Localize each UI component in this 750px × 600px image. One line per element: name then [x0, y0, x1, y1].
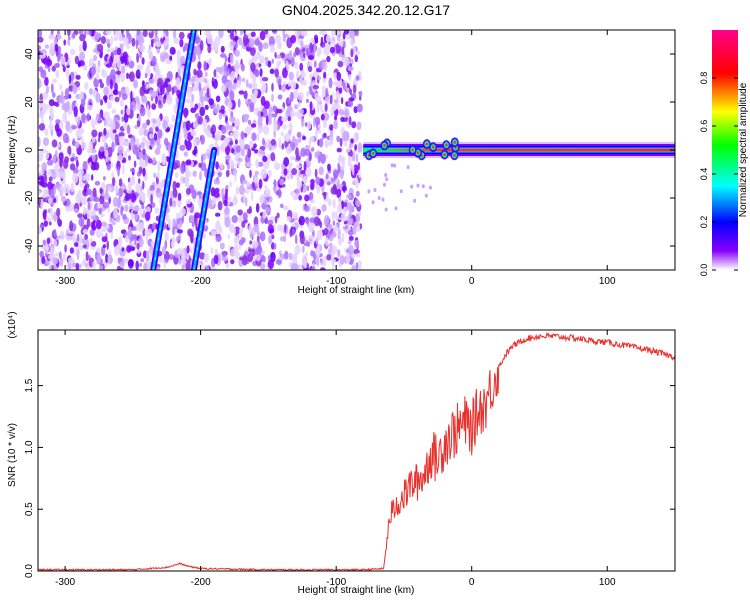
snr-xlabel: Height of straight line (km)	[298, 585, 415, 596]
main-signal	[363, 137, 675, 161]
colorbar-tick-label: 0.2	[699, 216, 709, 229]
y-tick-label: 0.0	[24, 564, 35, 578]
snr-ylabel: SNR (10 * v/v)	[7, 423, 18, 487]
x-tick-label: 100	[599, 577, 616, 588]
x-tick-label: -100	[326, 276, 346, 287]
spectrogram-ylabel: Frequency (Hz)	[7, 116, 18, 185]
snr-panel: -300 -200 -100 0 100 0.0 0.5 1.0 1.5 Height of s…	[7, 311, 676, 596]
colorbar-tick-label: 0.0	[699, 264, 709, 277]
snr-frame	[37, 329, 676, 572]
x-tick-label: -100	[326, 577, 346, 588]
y-tick-label: 40	[24, 48, 35, 60]
snr-multiplier: (x10⁴)	[7, 311, 18, 338]
colorbar-tick-label: 0.4	[699, 168, 709, 181]
x-tick-label: 100	[599, 276, 616, 287]
y-tick-label: 1.0	[24, 440, 35, 454]
y-tick-label: -40	[24, 238, 35, 253]
x-tick-label: -200	[191, 276, 211, 287]
colorbar-tick-label: 0.6	[699, 120, 709, 133]
x-tick-label: 0	[469, 577, 475, 588]
x-tick-label: 0	[469, 276, 475, 287]
y-tick-label: -20	[24, 190, 35, 205]
figure-title: GN04.2025.342.20.12.G17	[282, 2, 450, 18]
y-tick-label: 1.5	[24, 378, 35, 392]
snr-ticks: -300 -200 -100 0 100 0.0 0.5 1.0 1.5	[24, 330, 675, 588]
noise-speckles	[38, 30, 432, 270]
x-tick-label: -300	[55, 276, 75, 287]
colorbar: 0.0 0.2 0.4 0.6 0.8 Normalized spectral ampl…	[699, 30, 749, 276]
x-tick-label: -300	[55, 577, 75, 588]
colorbar-gradient	[712, 30, 738, 270]
snr-series-line	[38, 331, 675, 571]
y-tick-label: 20	[24, 96, 35, 108]
colorbar-tick-label: 0.8	[699, 72, 709, 85]
track-1	[150, 30, 197, 270]
colorbar-ticks: 0.0 0.2 0.4 0.6 0.8	[699, 72, 738, 277]
y-tick-label: 0	[24, 147, 35, 153]
x-tick-label: -200	[191, 577, 211, 588]
spectrogram-heatmap	[38, 30, 675, 270]
y-tick-label: 0.5	[24, 502, 35, 516]
track-2	[190, 147, 218, 270]
colorbar-label: Normalized spectral amplitude	[738, 82, 749, 217]
spectrogram-xlabel: Height of straight line (km)	[298, 285, 415, 296]
